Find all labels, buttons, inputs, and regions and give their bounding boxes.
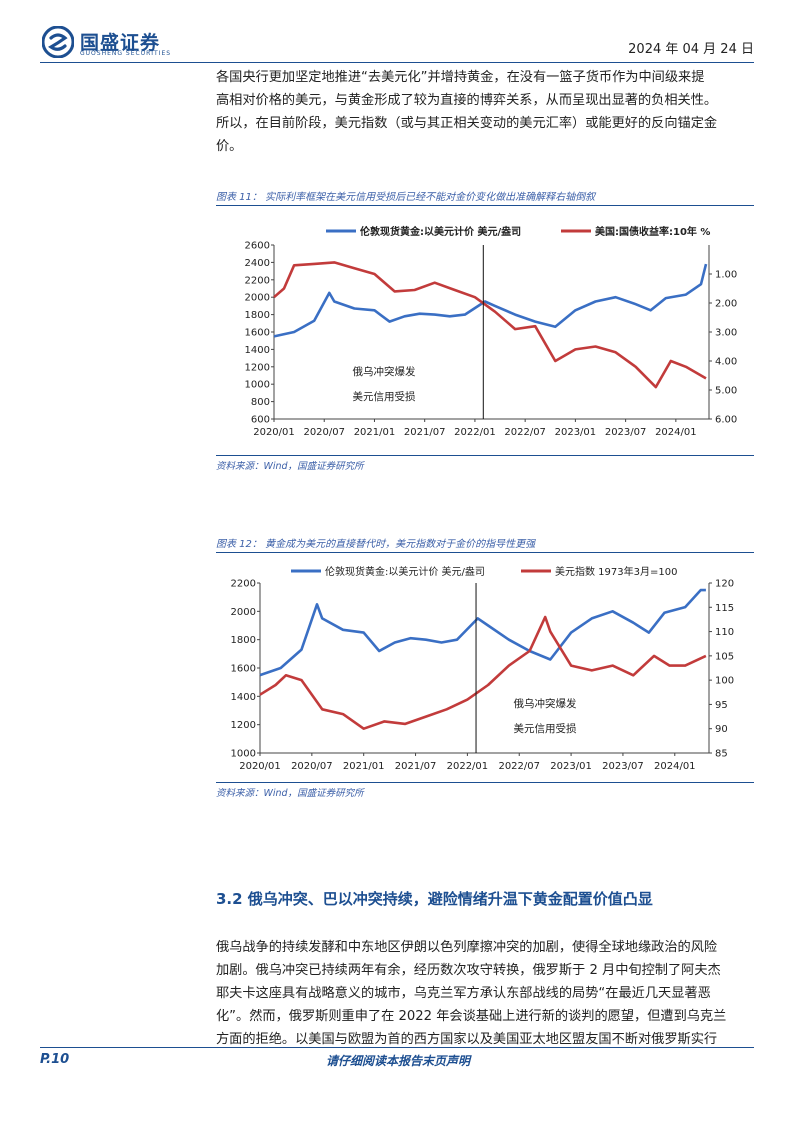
left-axis-tick-label: 1400 [245, 345, 270, 356]
left-axis-tick-label: 1600 [245, 328, 270, 339]
right-axis-tick-label: 85 [715, 749, 728, 760]
x-axis-tick-label: 2020/01 [253, 427, 295, 438]
x-axis-tick-label: 2022/07 [504, 427, 546, 438]
x-axis-tick-label: 2021/01 [354, 427, 396, 438]
logo-icon [42, 26, 74, 58]
annotation-text: 俄乌冲突爆发 [514, 697, 577, 710]
body-line: 俄乌战争的持续发酵和中东地区伊朗以色列摩擦冲突的加剧，使得全球地缘政治的风险 [216, 940, 718, 955]
left-axis-tick-label: 1800 [245, 310, 270, 321]
x-axis-tick-label: 2022/01 [447, 761, 489, 772]
figure-11-chart: 600 800 1000 1200 1400 1600 1800 2000 2200 2400 26… [245, 225, 738, 438]
left-axis-tick-label: 1200 [245, 362, 270, 373]
left-axis-tick-label: 1600 [231, 664, 256, 675]
right-axis-tick-label: 90 [715, 724, 728, 735]
legend-label: 伦敦现货黄金:以美元计价 美元/盎司 [325, 565, 485, 578]
left-axis-tick-label: 2000 [245, 293, 270, 304]
body-line: 化”。然而，俄罗斯则重申了在 2022 年会谈基础上进行新的谈判的愿望，但遭到乌… [216, 1009, 727, 1024]
x-axis-tick-label: 2021/07 [395, 761, 437, 772]
section-heading: 3.2 俄乌冲突、巴以冲突持续，避险情绪升温下黄金配置价值凸显 [216, 890, 653, 908]
figure-11-top-rule [216, 205, 754, 206]
x-axis-tick-label: 2020/07 [291, 761, 333, 772]
intro-line: 价。 [216, 139, 243, 154]
x-axis-tick-label: 2021/01 [343, 761, 385, 772]
body-line: 耶夫卡这座具有战略意义的城市，乌克兰军方承认东部战线的局势“在最近几天显著恶 [216, 986, 711, 1001]
figure-11-title: 图表 11： 实际利率框架在美元信用受损后已经不能对金价变化做出准确解释右轴倒叙 [216, 192, 596, 203]
figure-12-top-rule [216, 552, 754, 553]
right-axis-tick-label: 5.00 [715, 386, 737, 397]
left-axis-tick-label: 2600 [245, 241, 270, 252]
footer-notice: 请仔细阅读本报告末页声明 [326, 1054, 471, 1068]
x-axis-tick-label: 2021/07 [404, 427, 446, 438]
legend-label: 伦敦现货黄金:以美元计价 美元/盎司 [360, 225, 521, 238]
x-axis-tick-label: 2023/07 [602, 761, 644, 772]
right-axis-tick-label: 3.00 [715, 328, 737, 339]
figure-12-chart: 1000 1200 1400 1600 1800 2000 2200 85 90 95 100 105… [231, 565, 735, 772]
gold-price-line [259, 588, 706, 677]
x-axis-tick-label: 2023/01 [555, 427, 597, 438]
left-axis-tick-label: 800 [251, 397, 270, 408]
body-line: 加剧。俄乌冲突已持续两年有余，经历数次攻守转换，俄罗斯于 2 月中旬控制了阿夫杰 [216, 963, 721, 978]
right-axis-tick-label: 120 [715, 579, 734, 590]
figure-12-bottom-rule [216, 782, 754, 783]
intro-paragraph: 各国央行更加坚定地推进“去美元化”并增持黄金，在没有一篮子货币作为中间级来提 高… [216, 66, 754, 158]
intro-line: 各国央行更加坚定地推进“去美元化”并增持黄金，在没有一篮子货币作为中间级来提 [216, 70, 705, 85]
left-axis-tick-label: 1400 [231, 692, 256, 703]
left-axis-tick-label: 2200 [245, 275, 270, 286]
x-axis-tick-label: 2024/01 [654, 761, 696, 772]
left-axis-tick-label: 1800 [231, 635, 256, 646]
right-axis-tick-label: 110 [715, 627, 734, 638]
left-axis-tick-label: 1200 [231, 720, 256, 731]
gold-price-line [273, 263, 708, 338]
right-axis-tick-label: 95 [715, 700, 728, 711]
brand-subtitle: GUOSHENG SECURITIES [80, 50, 172, 57]
figure-12-source: 资料来源：Wind，国盛证券研究所 [216, 788, 364, 799]
comparison-series-line [259, 615, 707, 730]
x-axis-tick-label: 2023/07 [605, 427, 647, 438]
x-axis-tick-label: 2024/01 [655, 427, 697, 438]
right-axis-tick-label: 115 [715, 603, 734, 614]
annotation-text: 美元信用受损 [353, 390, 416, 403]
left-axis-tick-label: 1000 [245, 380, 270, 391]
left-axis-tick-label: 1000 [231, 749, 256, 760]
body-paragraph: 俄乌战争的持续发酵和中东地区伊朗以色列摩擦冲突的加剧，使得全球地缘政治的风险 加… [216, 936, 754, 1051]
left-axis-tick-label: 2000 [231, 607, 256, 618]
left-axis-tick-label: 600 [251, 415, 270, 426]
right-axis-tick-label: 100 [715, 676, 734, 687]
right-axis-tick-label: 105 [715, 651, 734, 662]
intro-line: 所以，在目前阶段，美元指数（或与其正相关变动的美元汇率）或能更好的反向锚定金 [216, 116, 718, 131]
x-axis-tick-label: 2022/01 [454, 427, 496, 438]
left-axis-tick-label: 2200 [231, 579, 256, 590]
right-axis-tick-label: 1.00 [715, 270, 737, 281]
legend-label: 美国:国债收益率:10年 % [595, 225, 710, 238]
report-date: 2024 年 04 月 24 日 [628, 42, 754, 57]
body-line: 方面的拒绝。以美国与欧盟为首的西方国家以及美国亚太地区盟友国不断对俄罗斯实行 [216, 1032, 718, 1047]
page-number: P.10 [40, 1052, 70, 1067]
annotation-text: 美元信用受损 [514, 722, 577, 735]
left-axis-tick-label: 2400 [245, 258, 270, 269]
intro-line: 高相对价格的美元，与黄金形成了较为直接的博弈关系，从而呈现出显著的负相关性。 [216, 93, 718, 108]
comparison-series-line [273, 261, 707, 389]
figure-11-source: 资料来源：Wind，国盛证券研究所 [216, 461, 364, 472]
right-axis-tick-label: 6.00 [715, 415, 737, 426]
x-axis-tick-label: 2023/01 [550, 761, 592, 772]
annotation-text: 俄乌冲突爆发 [353, 365, 416, 378]
header-rule [40, 62, 754, 63]
page-header: 国盛证券 GUOSHENG SECURITIES 2024 年 04 月 24 … [40, 18, 754, 62]
x-axis-tick-label: 2022/07 [498, 761, 540, 772]
brand-name: 国盛证券 [80, 32, 161, 54]
legend-label: 美元指数 1973年3月=100 [555, 565, 677, 578]
footer-rule [40, 1047, 754, 1048]
right-axis-tick-label: 4.00 [715, 357, 737, 368]
x-axis-tick-label: 2020/01 [239, 761, 281, 772]
figure-11-bottom-rule [216, 455, 754, 456]
x-axis-tick-label: 2020/07 [303, 427, 345, 438]
figure-12-title: 图表 12： 黄金成为美元的直接替代时，美元指数对于金价的指导性更强 [216, 539, 536, 550]
right-axis-tick-label: 2.00 [715, 299, 737, 310]
